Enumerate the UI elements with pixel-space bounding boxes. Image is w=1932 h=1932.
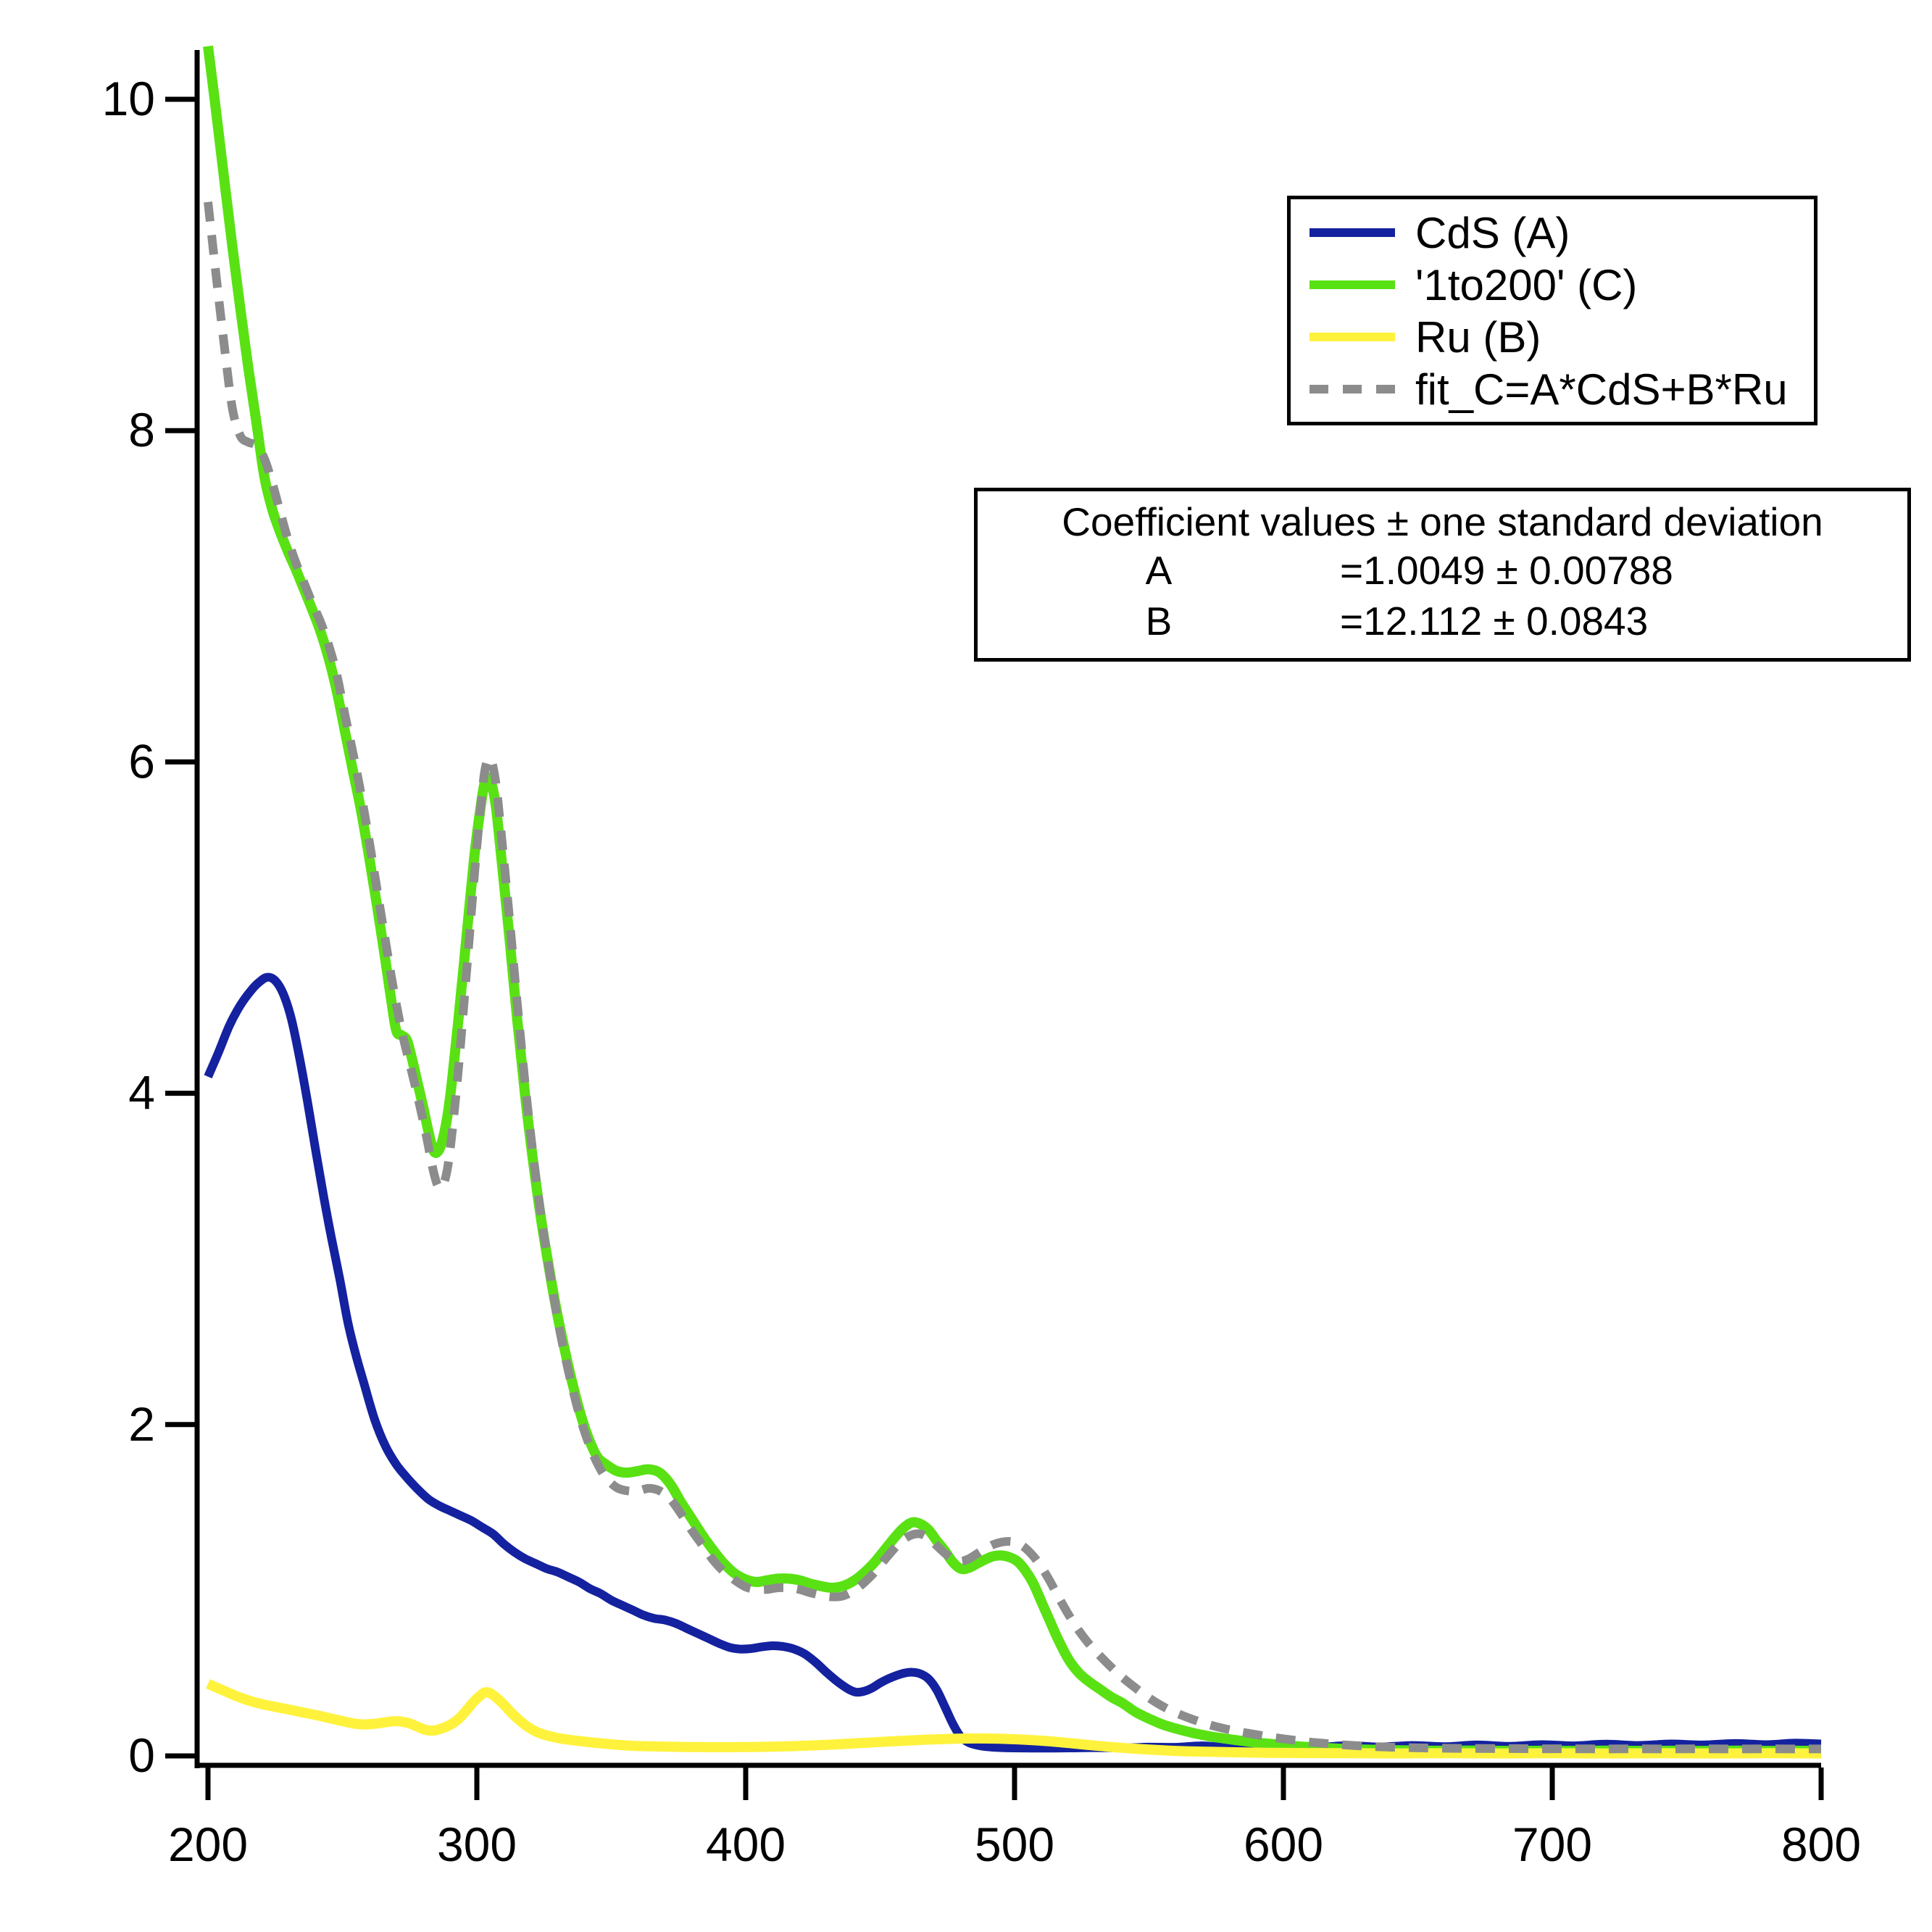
legend-line-sample-1 (1309, 280, 1395, 289)
x-tick-label: 500 (975, 1818, 1054, 1871)
legend-line-sample-3 (1309, 385, 1395, 394)
legend-label: CdS (A) (1415, 208, 1570, 257)
series-line-fit-c-a-cds-b-ru (204, 201, 1821, 1754)
legend-item: Ru (B) (1291, 311, 1814, 363)
coefficient-name: A (1145, 548, 1173, 593)
legend-line-sample-0 (1309, 228, 1395, 237)
y-tick-label: 0 (128, 1728, 155, 1782)
coefficient-value: =12.112 ± 0.0843 (1340, 599, 1649, 644)
coefficient-name: B (1145, 599, 1173, 644)
y-tick-label: 8 (128, 403, 155, 457)
y-tick-label: 2 (128, 1397, 155, 1451)
y-tick-label: 6 (128, 734, 155, 788)
x-tick-label: 300 (437, 1818, 517, 1871)
legend-label: '1to200' (C) (1415, 260, 1638, 309)
legend-item: fit_C=A*CdS+B*Ru (1291, 363, 1814, 415)
x-tick-label: 800 (1781, 1818, 1861, 1871)
coefficient-row: A =1.0049 ± 0.00788 (978, 545, 1907, 596)
series-line-ru-b (206, 1679, 1822, 1759)
coefficient-box: Coefficient values ± one standard deviat… (974, 488, 1911, 662)
legend-label: fit_C=A*CdS+B*Ru (1415, 365, 1788, 414)
x-tick-label: 700 (1512, 1818, 1592, 1871)
legend-line-sample-2 (1309, 333, 1395, 341)
x-tick-label: 400 (706, 1818, 786, 1871)
coefficient-value: =1.0049 ± 0.00788 (1340, 548, 1673, 593)
legend-item: '1to200' (C) (1291, 259, 1814, 311)
y-tick-label: 4 (128, 1066, 155, 1120)
series-line-1to200-c (203, 45, 1822, 1757)
legend-label: Ru (B) (1415, 312, 1541, 362)
x-tick-label: 600 (1244, 1818, 1323, 1871)
x-tick-label: 200 (168, 1818, 248, 1871)
legend: CdS (A) '1to200' (C) Ru (B) fit_C=A*CdS+… (1287, 196, 1818, 425)
coefficient-title: Coefficient values ± one standard deviat… (1062, 499, 1823, 544)
y-tick-label: 10 (102, 72, 155, 125)
coefficient-row: B =12.112 ± 0.0843 (978, 596, 1907, 646)
legend-item: CdS (A) (1291, 207, 1814, 259)
